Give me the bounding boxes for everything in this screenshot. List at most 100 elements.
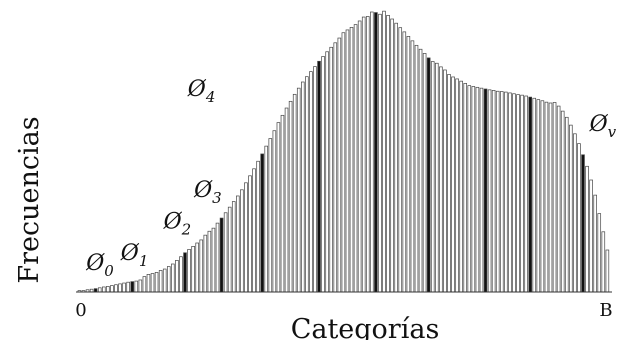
- histogram-bar: [264, 145, 269, 293]
- histogram-bar: [386, 15, 390, 293]
- histogram-bar: [227, 206, 232, 293]
- histogram-bar: [158, 270, 163, 293]
- histogram-bar: [288, 100, 293, 293]
- x-tick-start: 0: [75, 300, 86, 321]
- histogram-bar: [548, 102, 553, 293]
- histogram-bar: [540, 100, 545, 293]
- histogram-bar: [564, 116, 569, 293]
- histogram-bar: [333, 42, 338, 293]
- histogram-bar: [142, 276, 147, 293]
- histogram-bar: [191, 246, 195, 293]
- histogram-bar: [106, 286, 110, 293]
- histogram-bar: [276, 122, 281, 293]
- histogram-bar: [455, 78, 459, 293]
- histogram-bar: [215, 222, 220, 293]
- histogram-bar: [345, 29, 350, 293]
- histogram-bar: [463, 83, 468, 293]
- highlighted-bar: [483, 88, 488, 293]
- histogram-bar: [552, 102, 557, 293]
- histogram-bar: [410, 40, 415, 293]
- histogram-bar: [398, 27, 403, 293]
- histogram-bar: [301, 81, 305, 293]
- histogram-bar: [422, 53, 427, 293]
- phi-annotation-v: Øv: [589, 112, 617, 141]
- histogram-bar: [110, 285, 114, 293]
- histogram-bar: [378, 13, 382, 293]
- histogram-bar: [406, 36, 411, 293]
- histogram-bar: [471, 86, 476, 293]
- bars-group: [77, 10, 610, 293]
- histogram-bar: [162, 268, 167, 293]
- histogram-bar: [187, 249, 191, 293]
- histogram-bar: [597, 213, 602, 293]
- histogram-bar: [223, 212, 228, 293]
- histogram-bar: [207, 230, 212, 293]
- x-axis-title: Categorías: [291, 314, 440, 340]
- phi-annotation-4: Ø4: [187, 77, 216, 106]
- histogram-bar: [244, 182, 248, 293]
- histogram-bar: [370, 11, 374, 293]
- highlighted-bar: [581, 154, 585, 293]
- highlighted-bar: [219, 217, 224, 293]
- histogram-bar: [361, 16, 366, 293]
- highlighted-bar: [374, 12, 378, 293]
- histogram-bar: [118, 283, 122, 293]
- highlighted-bar: [130, 281, 134, 293]
- histogram-bar: [491, 90, 496, 293]
- histogram-bar: [256, 160, 260, 293]
- histogram-bar: [313, 66, 317, 293]
- histogram-bar: [353, 24, 358, 293]
- histogram-bar: [325, 51, 329, 293]
- histogram-bar: [512, 93, 516, 293]
- histogram-bar: [435, 62, 439, 293]
- x-tick-end: B: [599, 300, 612, 321]
- histogram-bar: [268, 138, 273, 293]
- histogram-bar: [382, 10, 386, 293]
- histogram-bar: [199, 239, 204, 293]
- histogram-bar: [349, 27, 354, 293]
- histogram-bar: [97, 287, 102, 293]
- histogram-bar: [280, 114, 285, 293]
- histogram-bar: [560, 110, 565, 293]
- histogram-bar: [305, 76, 309, 293]
- phi-annotation-1: Ø1: [120, 241, 149, 270]
- phi-annotation-2: Ø2: [163, 210, 192, 239]
- histogram-bar: [296, 87, 301, 293]
- highlighted-bar: [93, 288, 98, 293]
- histogram-bar: [402, 31, 407, 293]
- y-axis-title: Frecuencias: [14, 116, 45, 283]
- histogram-bar: [556, 105, 561, 293]
- histogram-bar: [495, 90, 500, 293]
- histogram-bar: [122, 282, 126, 293]
- histogram-bar: [516, 94, 520, 293]
- histogram-bar: [451, 76, 455, 293]
- histogram-bar: [479, 87, 484, 293]
- histogram-bar: [195, 242, 199, 293]
- histogram-bar: [341, 32, 346, 293]
- highlighted-bar: [317, 60, 321, 293]
- histogram-bar: [203, 234, 208, 293]
- histogram-bar: [520, 94, 524, 293]
- histogram-bar: [321, 56, 325, 293]
- highlighted-bar: [528, 96, 532, 293]
- histogram-bar: [179, 256, 183, 293]
- histogram-bar: [126, 281, 130, 293]
- histogram-bar: [240, 189, 244, 293]
- histogram-bar: [309, 71, 313, 293]
- phi-annotation-3: Ø3: [193, 178, 222, 207]
- highlighted-bar: [260, 153, 264, 293]
- histogram-bar: [593, 194, 597, 293]
- histogram-bar: [248, 175, 252, 293]
- histogram-bar: [154, 272, 159, 293]
- histogram-bar: [284, 107, 289, 293]
- histogram-bar: [589, 179, 593, 293]
- histogram-bar: [337, 37, 342, 293]
- histogram-bar: [114, 284, 118, 293]
- histogram-bar: [357, 20, 362, 293]
- histogram-bar: [544, 101, 549, 293]
- histogram-bar: [138, 279, 143, 293]
- histogram-bar: [292, 93, 297, 293]
- histogram-bar: [601, 231, 606, 293]
